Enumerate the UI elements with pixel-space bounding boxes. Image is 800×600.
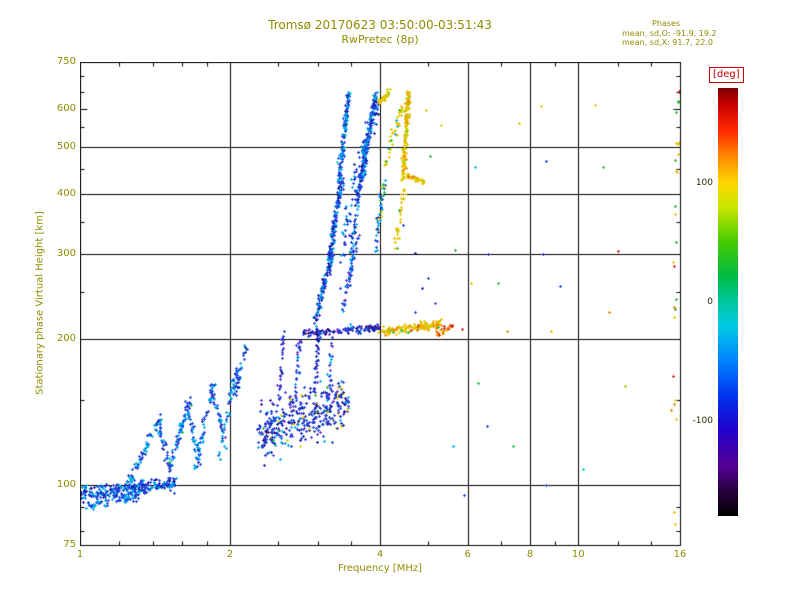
y-tick-label: 600 [56, 102, 76, 114]
chart-title: Tromsø 20170623 03:50:00-03:51:43 [268, 18, 492, 32]
x-tick-label: 2 [226, 549, 234, 560]
colorbar-tick-label: 0 [707, 297, 713, 307]
y-tick-label: 300 [56, 248, 76, 260]
x-tick-label: 8 [526, 549, 534, 560]
x-tick-label: 6 [464, 549, 471, 560]
phases-mean-sd-o: mean, sd,O: -91.9, 19.2 [622, 28, 717, 38]
y-tick-label: 100 [56, 478, 76, 490]
y-axis-label: Stationary phase Virtual Height [km] [34, 211, 46, 395]
phases-annotation-title: Phases [652, 19, 681, 28]
colorbar-unit-label: [deg] [709, 67, 744, 83]
y-tick-label: 75 [63, 539, 76, 550]
colorbar-gradient [718, 88, 738, 516]
y-tick-label: 400 [56, 187, 76, 199]
colorbar-tick-label: 100 [695, 178, 713, 189]
phases-mean-sd-x: mean, sd,X: 91.7, 22.0 [622, 38, 713, 47]
chart-subtitle: RwPretec (8p) [341, 33, 419, 46]
y-tick-label: 500 [56, 141, 76, 153]
y-tick-label: 200 [56, 333, 76, 345]
x-tick-label: 4 [376, 549, 384, 560]
y-tick-label: 750 [56, 56, 76, 67]
colorbar-tick-label: -100 [692, 415, 713, 426]
phases-annotation: Phases mean, sd,O: -91.9, 19.2 mean, sd,… [622, 19, 792, 48]
plot-area [80, 62, 682, 547]
x-tick-label: 1 [76, 549, 84, 560]
x-tick-label: 10 [571, 549, 585, 560]
x-axis-label: Frequency [MHz] [337, 563, 423, 574]
x-tick-label: 16 [673, 549, 687, 560]
